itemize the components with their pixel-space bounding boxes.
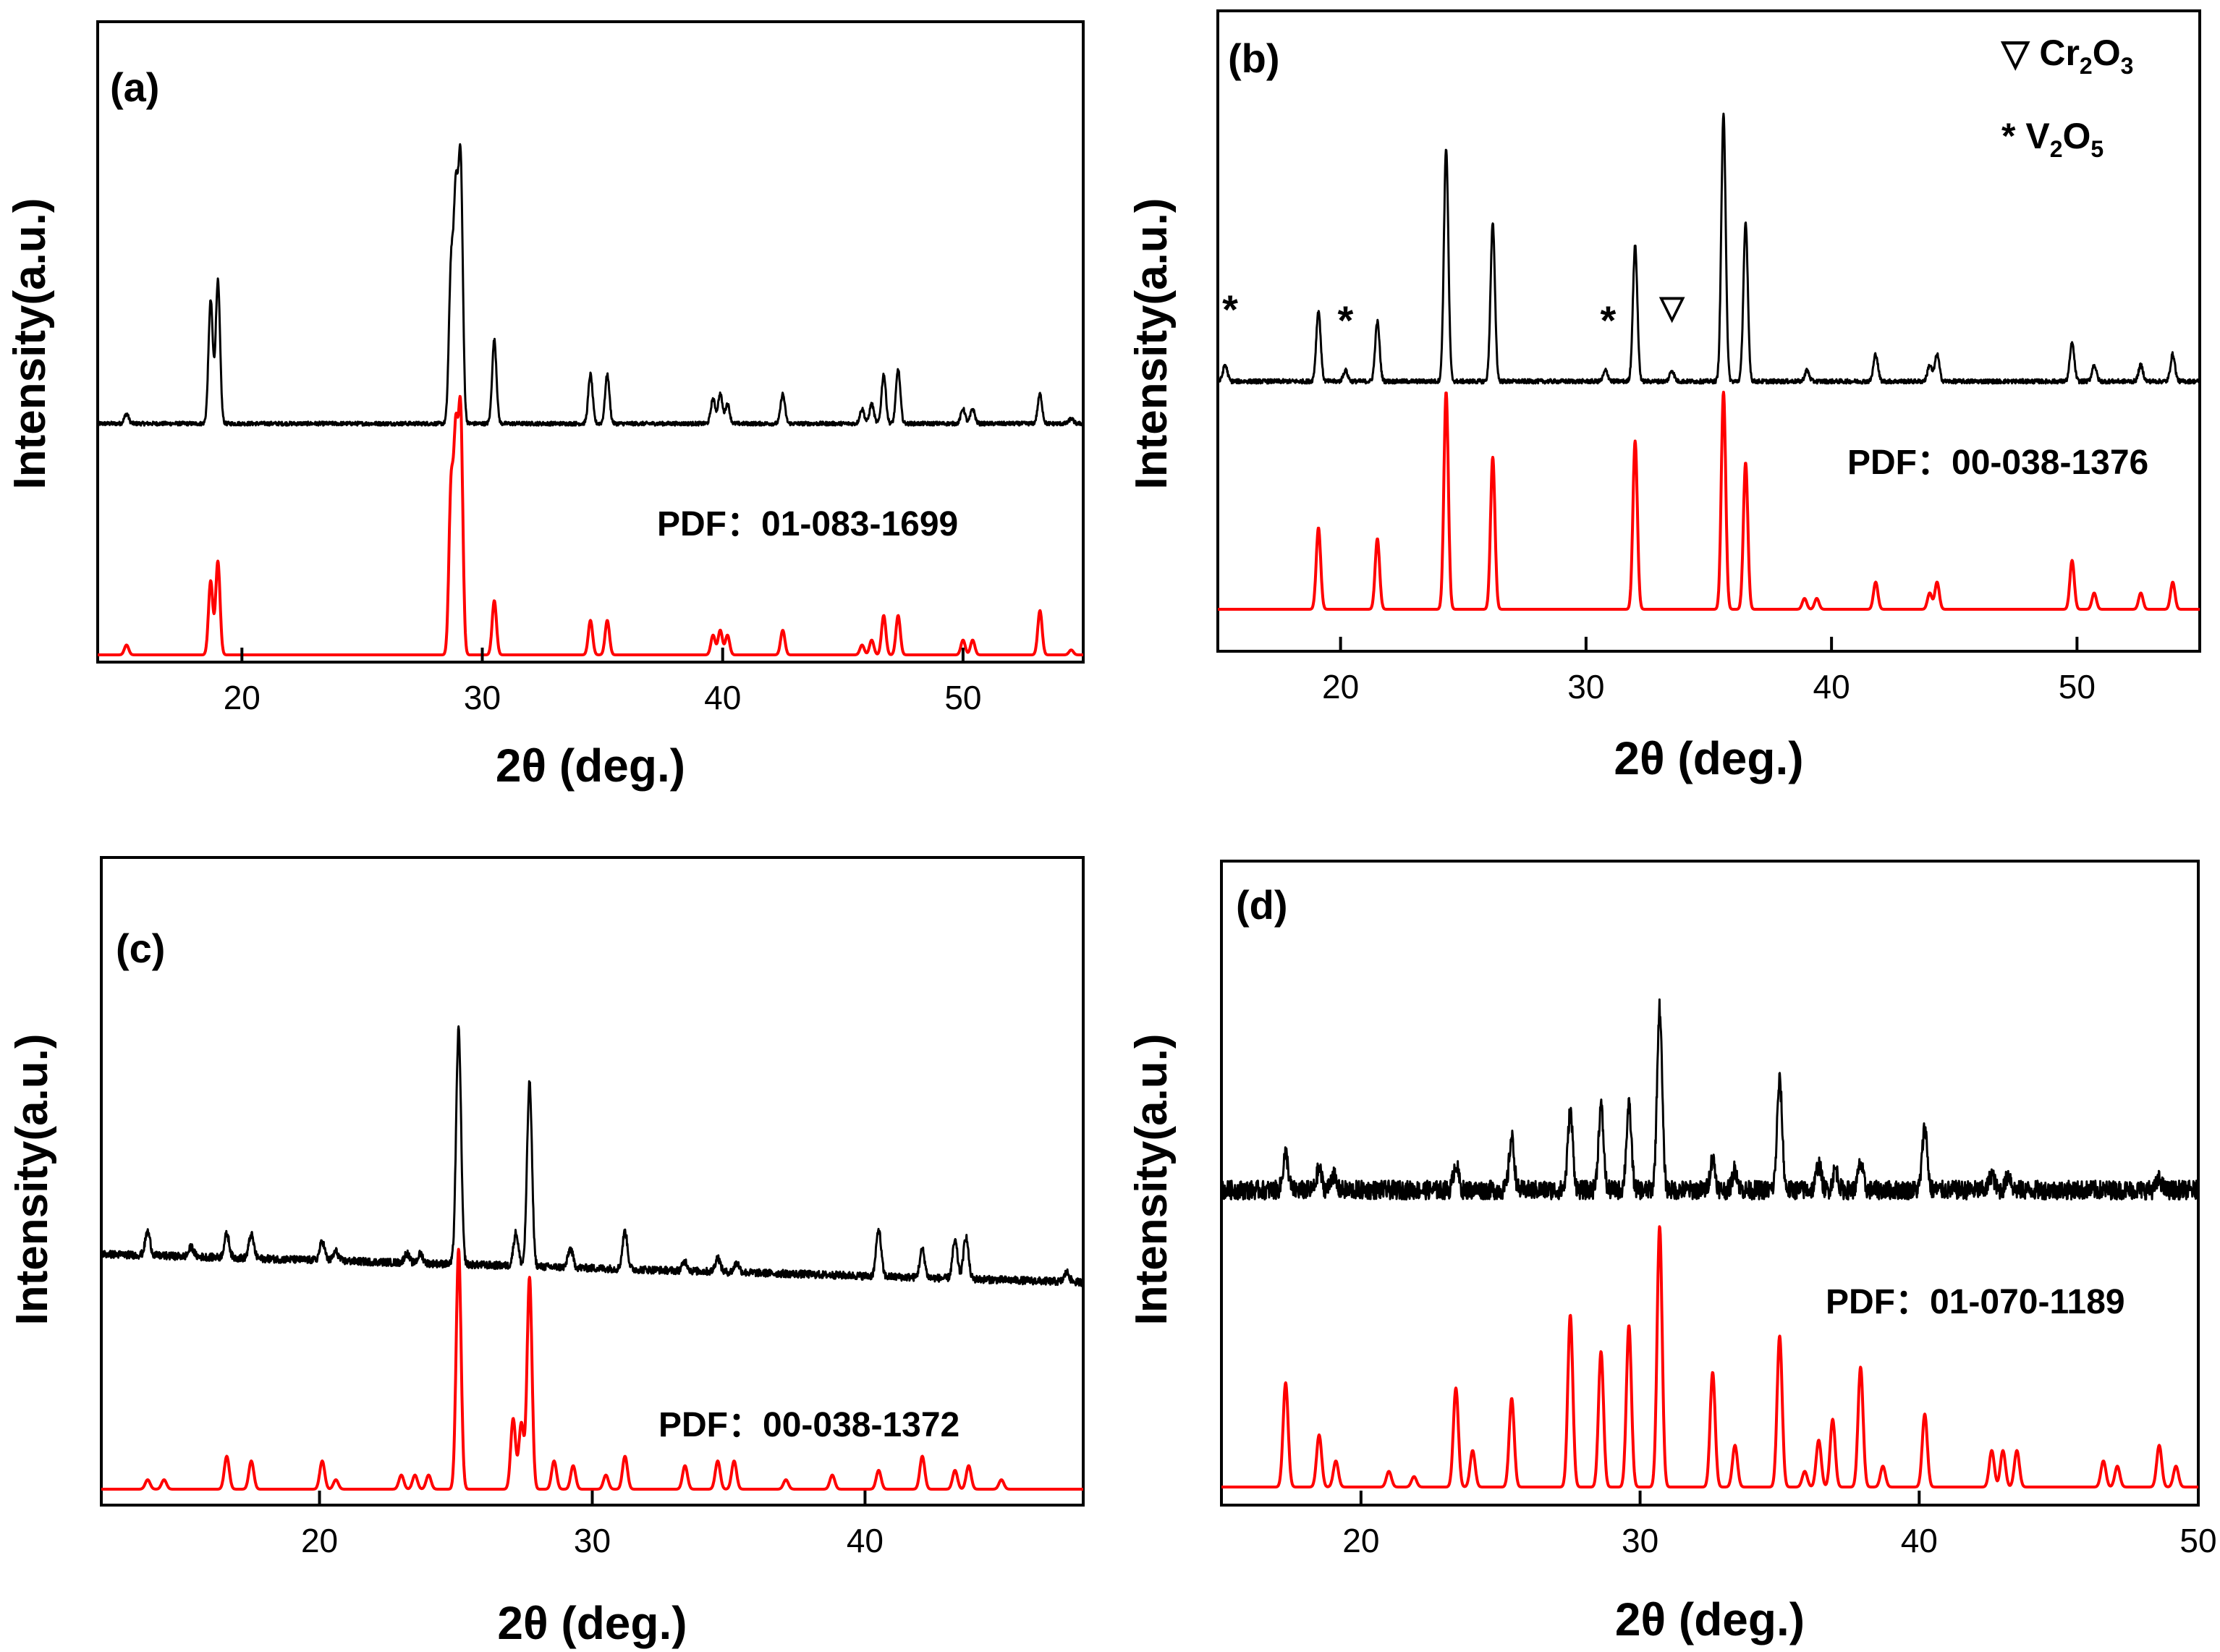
v2o5-marker: * [1222,287,1238,332]
panel-a: 20 30 40 50 (a) PDF：01-083-1699 2θ (deg.) Inten… [5,20,1085,792]
x-tick-label: 40 [1901,1522,1938,1559]
x-tick-label: 50 [944,679,981,716]
reference-pattern-line [1216,391,2201,611]
reference-pattern-line [1220,1225,2200,1488]
legend-symbol: ▽ [2000,33,2039,73]
legend-symbol: * [2001,116,2025,156]
legend-subscript: 5 [2090,136,2104,162]
x-axis-label: 2θ (deg.) [496,740,685,792]
x-tick-label: 40 [1813,668,1850,706]
panel-label: (c) [116,925,165,971]
x-tick-label: 40 [704,679,741,716]
legend-entry: * V2O5 [2001,116,2104,162]
plot-frame [1220,860,2200,1507]
panel-label: (a) [110,64,159,110]
legend-subscript: 2 [2080,53,2093,79]
legend-entry: ▽ Cr2O3 [2000,33,2133,79]
x-tick-label: 30 [574,1522,611,1559]
legend-text: Cr [2039,33,2080,73]
sample-pattern-line [96,143,1085,427]
x-axis-label: 2θ (deg.) [1614,732,1803,784]
x-tick-label: 50 [2059,668,2096,706]
x-tick-label: 20 [224,679,260,716]
pdf-reference-label: PDF：00-038-1376 [1847,444,2148,482]
pdf-reference-label: PDF：00-038-1372 [658,1406,959,1444]
pdf-reference-label: PDF：01-070-1189 [1826,1283,2125,1321]
x-tick-label: 50 [2179,1522,2216,1559]
panel-label: (d) [1236,882,1288,928]
v2o5-marker: * [1338,297,1354,343]
y-axis-label: Intensity(a.u.) [7,1033,57,1325]
panel-c: 20 30 40 (c) PDF：00-038-1372 2θ (deg.) Intensi… [7,856,1085,1649]
y-axis-label: Intensity(a.u.) [5,198,55,489]
y-axis-label: Intensity(a.u.) [1127,198,1177,489]
x-tick-label: 30 [1622,1522,1658,1559]
x-tick-label: 40 [847,1522,884,1559]
panel-label: (b) [1228,35,1280,81]
sample-pattern-line [100,1025,1085,1287]
sample-pattern-line [1216,112,2201,385]
panel-d: 20 30 40 50 (d) PDF：01-070-1189 2θ (deg.) Inten… [1127,860,2217,1645]
y-axis-label: Intensity(a.u.) [1127,1033,1177,1325]
x-tick-label: 30 [1567,668,1604,706]
x-tick-label: 20 [1322,668,1359,706]
x-axis-label: 2θ (deg.) [497,1597,687,1649]
panel-b: 20 30 40 50 (b) PDF：00-038-1376 2θ (deg.) Inten… [1127,9,2201,784]
x-tick-label: 20 [1342,1522,1379,1559]
reference-pattern-line [96,394,1085,656]
pdf-reference-label: PDF：01-083-1699 [657,505,958,543]
sample-pattern-line [1220,998,2200,1201]
legend-text: O [2093,33,2121,73]
legend-subscript: 2 [2050,136,2063,162]
x-tick-label: 30 [464,679,501,716]
x-axis-label: 2θ (deg.) [1615,1593,1805,1645]
plot-frame [96,20,1085,664]
legend-text: O [2063,116,2091,156]
x-tick-label: 20 [301,1522,338,1559]
cr2o3-marker: ▽ [1659,290,1685,326]
reference-pattern-line [100,1248,1085,1491]
plot-frame [1216,9,2201,653]
legend-text: V [2025,116,2050,156]
v2o5-marker: * [1601,297,1617,343]
legend-subscript: 3 [2121,53,2134,79]
